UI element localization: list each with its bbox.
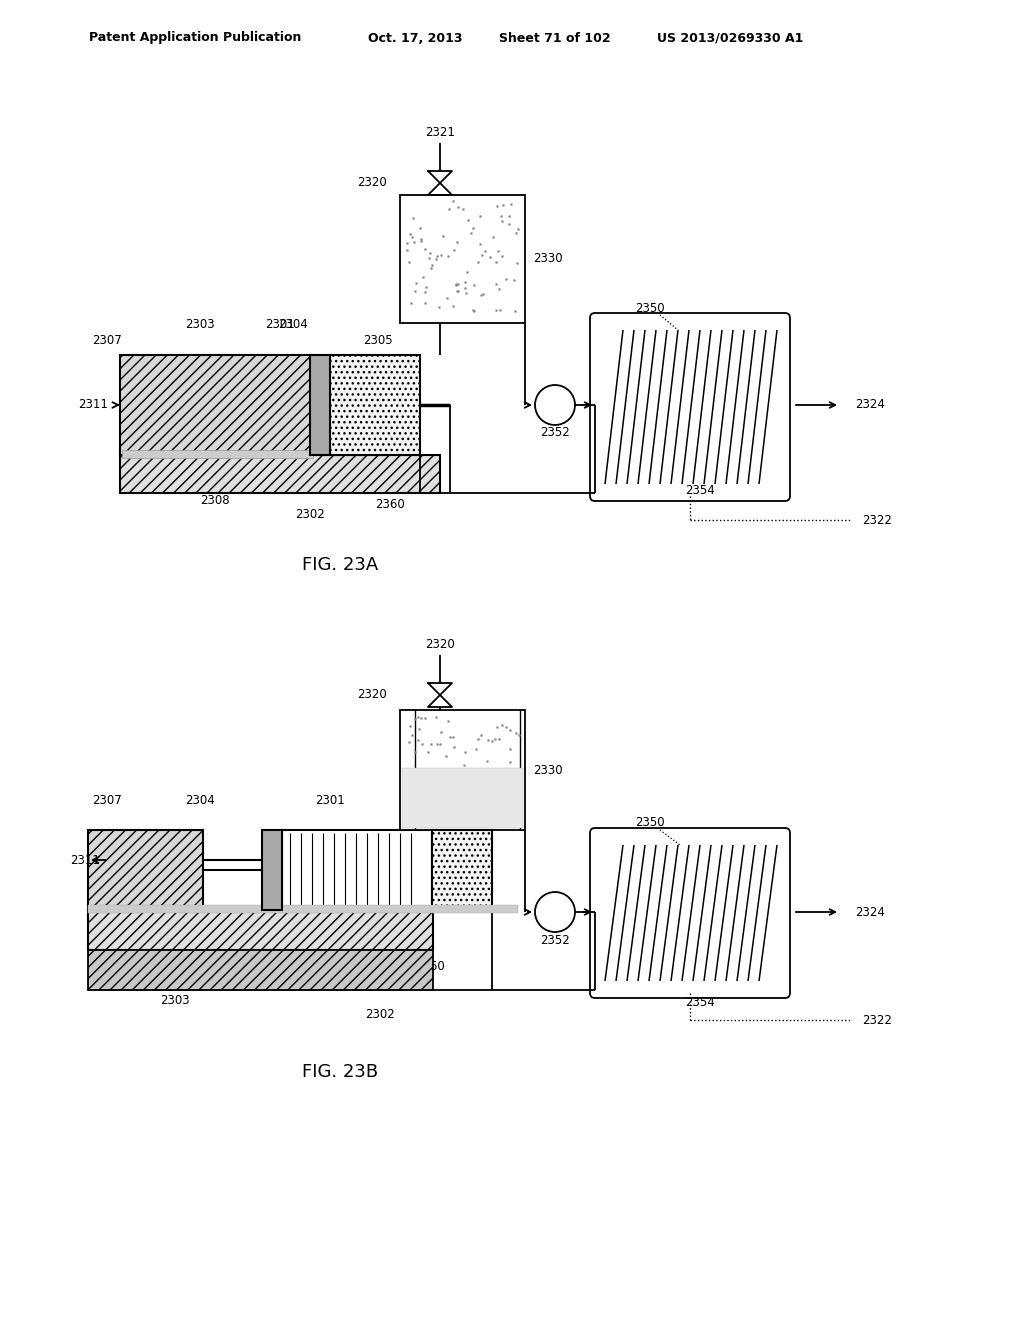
- Text: 2302: 2302: [295, 507, 325, 520]
- Text: 2303: 2303: [185, 318, 215, 331]
- Text: 2352: 2352: [540, 426, 570, 440]
- Text: 2320: 2320: [357, 689, 387, 701]
- Text: 2320: 2320: [357, 177, 387, 190]
- Text: 2324: 2324: [855, 399, 885, 412]
- Circle shape: [535, 385, 575, 425]
- Text: US 2013/0269330 A1: US 2013/0269330 A1: [656, 32, 803, 45]
- Text: 2308: 2308: [170, 979, 200, 993]
- Text: FIG. 23A: FIG. 23A: [302, 556, 378, 574]
- Text: 2301: 2301: [315, 793, 345, 807]
- Text: 2322: 2322: [862, 1014, 892, 1027]
- Text: 2330: 2330: [534, 763, 562, 776]
- Bar: [120, 455, 440, 492]
- Text: 2303: 2303: [160, 994, 189, 1006]
- Text: 2352: 2352: [540, 933, 570, 946]
- Bar: [310, 355, 330, 455]
- Text: 2301: 2301: [265, 318, 295, 331]
- Text: Oct. 17, 2013: Oct. 17, 2013: [368, 32, 462, 45]
- Text: 2304: 2304: [185, 793, 215, 807]
- Bar: [282, 830, 432, 909]
- FancyBboxPatch shape: [590, 313, 790, 502]
- Text: Sheet 71 of 102: Sheet 71 of 102: [499, 32, 610, 45]
- Text: 2360: 2360: [375, 498, 404, 511]
- Bar: [120, 355, 315, 455]
- Bar: [330, 355, 420, 455]
- Text: 2311: 2311: [70, 854, 100, 866]
- Bar: [122, 450, 313, 458]
- Bar: [402, 768, 523, 828]
- Text: 2354: 2354: [685, 997, 715, 1010]
- Bar: [88, 830, 203, 909]
- Circle shape: [535, 892, 575, 932]
- Bar: [595, 318, 785, 496]
- Text: 2330: 2330: [534, 252, 562, 264]
- Text: 2350: 2350: [635, 817, 665, 829]
- Text: 2308: 2308: [200, 494, 229, 507]
- Text: 2311: 2311: [78, 399, 108, 412]
- Text: 2320: 2320: [425, 638, 455, 651]
- Bar: [88, 909, 433, 950]
- Bar: [400, 710, 525, 830]
- Text: 2360: 2360: [415, 960, 444, 973]
- Text: Patent Application Publication: Patent Application Publication: [89, 32, 301, 45]
- Text: FIG. 23B: FIG. 23B: [302, 1063, 378, 1081]
- Bar: [262, 830, 282, 909]
- Text: 2304: 2304: [279, 318, 308, 331]
- Text: 2350: 2350: [635, 301, 665, 314]
- Text: 2321: 2321: [425, 125, 455, 139]
- Bar: [400, 195, 525, 323]
- Text: 2302: 2302: [366, 1008, 395, 1022]
- Bar: [88, 906, 518, 913]
- Bar: [88, 950, 433, 990]
- Text: 2305: 2305: [463, 813, 493, 826]
- Text: 2305: 2305: [362, 334, 392, 346]
- Bar: [432, 830, 492, 909]
- FancyBboxPatch shape: [590, 828, 790, 998]
- Text: 2307: 2307: [92, 334, 122, 346]
- Text: 2307: 2307: [92, 793, 122, 807]
- Text: 2354: 2354: [685, 483, 715, 496]
- Text: 2322: 2322: [862, 513, 892, 527]
- Text: 2324: 2324: [855, 906, 885, 919]
